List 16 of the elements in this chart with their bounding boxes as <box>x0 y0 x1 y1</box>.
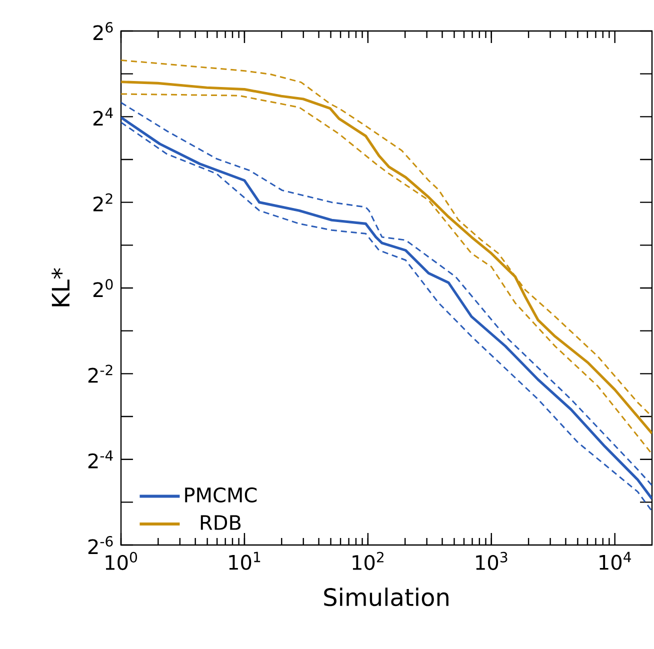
legend-label: RDB <box>200 515 241 530</box>
y-tick-label: 2$^{6}$ <box>93 22 113 40</box>
y-axis-title: KL* <box>52 268 70 306</box>
y-tick-label: 2$^{-2}$ <box>88 364 112 383</box>
legend-label: PMCMC <box>185 487 257 503</box>
x-tick-label: 10$^{3}$ <box>476 552 508 570</box>
y-tick-label: 2$^{-6}$ <box>88 536 113 554</box>
x-tick-label: 10$^{0}$ <box>106 552 138 570</box>
y-tick-label: 2$^{0}$ <box>93 279 113 297</box>
y-tick-label: 2$^{4}$ <box>93 108 113 126</box>
y-tick-label: 2$^{2}$ <box>93 193 112 212</box>
x-tick-label: 10$^{4}$ <box>600 552 631 570</box>
y-tick-label: 2$^{-4}$ <box>88 450 113 468</box>
x-tick-label: 10$^{2}$ <box>352 552 384 570</box>
x-tick-label: 10$^{1}$ <box>229 552 260 570</box>
x-axis-title: Simulation <box>324 588 448 606</box>
